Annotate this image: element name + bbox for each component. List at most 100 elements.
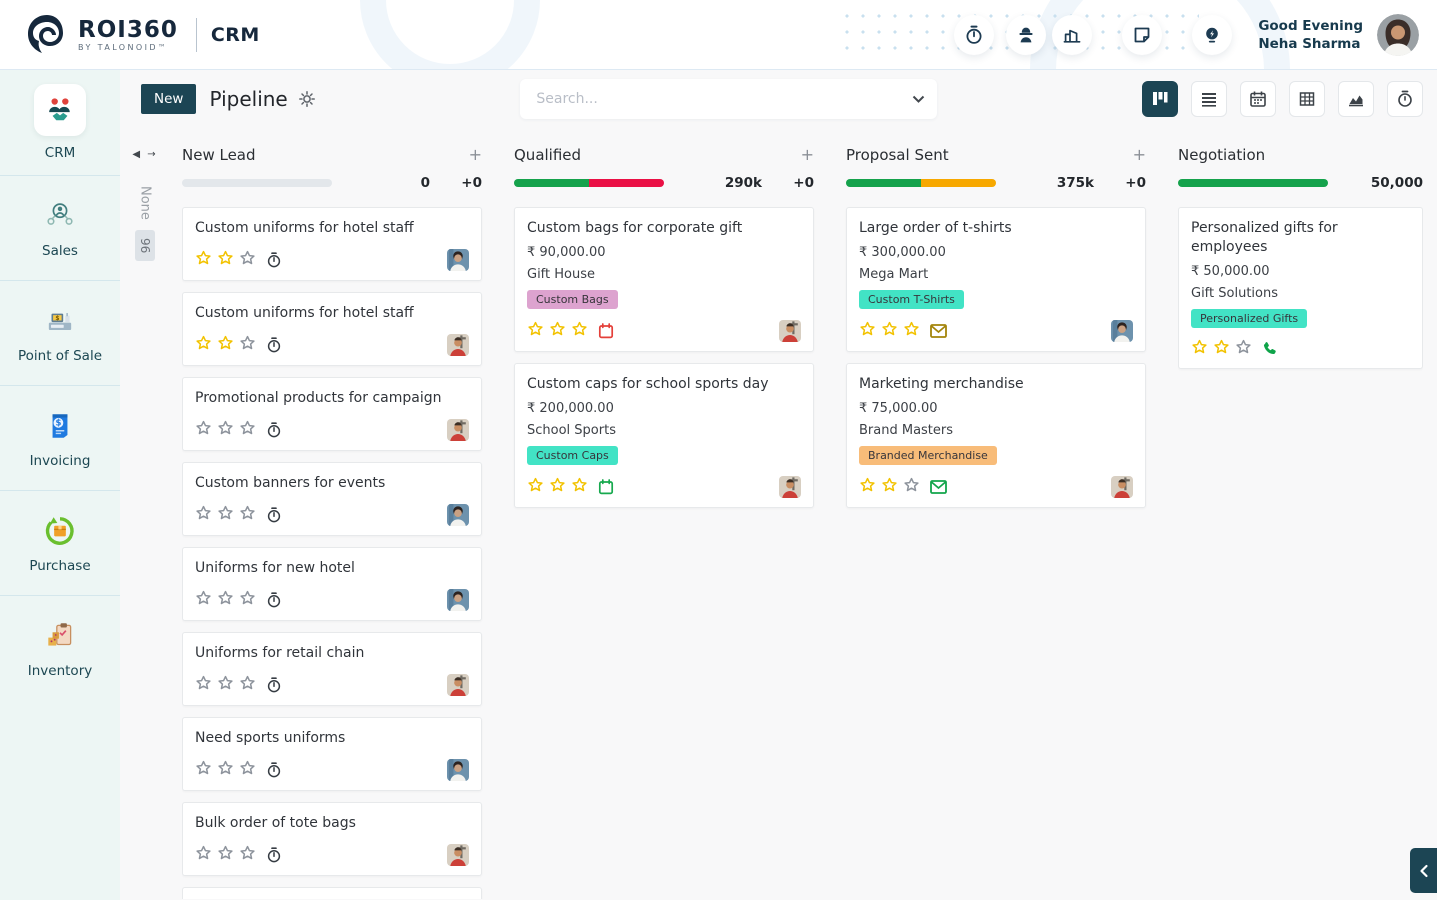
lead-card[interactable]: Custom uniforms for hotel staff [182, 207, 482, 281]
sidebar-item-point-of-sale[interactable]: $ Point of Sale [0, 280, 120, 385]
star-icon[interactable] [859, 477, 876, 497]
star-icon[interactable] [903, 321, 920, 341]
salesperson-avatar[interactable] [447, 504, 469, 526]
stopwatch-icon[interactable] [266, 337, 282, 353]
sidebar-item-sales[interactable]: Sales [0, 175, 120, 280]
salesperson-avatar[interactable] [447, 759, 469, 781]
calendar-view-button[interactable] [1239, 81, 1276, 117]
lead-card[interactable]: Custom caps for school sports day ₹ 200,0… [514, 363, 814, 508]
lead-card[interactable]: Custom uniforms for hotel staff [182, 292, 482, 366]
salesperson-avatar[interactable] [779, 320, 801, 342]
star-icon[interactable] [571, 321, 588, 341]
calendar-icon[interactable] [598, 323, 614, 339]
lead-card[interactable]: Marketing merchandise ₹ 75,000.00 Brand Ma… [846, 363, 1146, 508]
timer-icon[interactable] [954, 15, 995, 55]
star-icon[interactable] [195, 590, 212, 610]
agent-icon[interactable] [1006, 15, 1047, 55]
priority-stars[interactable] [195, 845, 256, 865]
user-avatar[interactable] [1377, 14, 1419, 56]
priority-stars[interactable] [195, 250, 256, 270]
stopwatch-icon[interactable] [266, 252, 282, 268]
priority-stars[interactable] [859, 321, 920, 341]
pivot-view-button[interactable] [1288, 81, 1325, 117]
search-dropdown-icon[interactable] [904, 95, 925, 103]
activity-view-button[interactable] [1386, 81, 1423, 117]
add-record-button[interactable]: + [468, 145, 482, 164]
salesperson-avatar[interactable] [447, 674, 469, 696]
search-input[interactable] [536, 91, 905, 107]
stopwatch-icon[interactable] [266, 592, 282, 608]
stopwatch-icon[interactable] [266, 762, 282, 778]
priority-stars[interactable] [195, 420, 256, 440]
calendar-icon[interactable] [598, 479, 614, 495]
lead-card[interactable]: Large order of t-shirts ₹ 300,000.00 Mega … [846, 207, 1146, 352]
organization-icon[interactable] [1052, 15, 1093, 55]
salesperson-avatar[interactable] [447, 419, 469, 441]
salesperson-avatar[interactable] [447, 334, 469, 356]
sidebar-item-inventory[interactable]: Inventory [0, 595, 120, 700]
lead-card[interactable]: Custom banners for events [182, 462, 482, 536]
star-icon[interactable] [195, 250, 212, 270]
lead-card[interactable]: Bulk order of tote bags [182, 802, 482, 876]
priority-stars[interactable] [195, 590, 256, 610]
mail-icon[interactable] [930, 480, 947, 494]
lead-card[interactable]: Custom bags for corporate gift ₹ 90,000.0… [514, 207, 814, 352]
star-icon[interactable] [239, 675, 256, 695]
star-icon[interactable] [195, 845, 212, 865]
priority-stars[interactable] [527, 321, 588, 341]
star-icon[interactable] [881, 321, 898, 341]
star-icon[interactable] [239, 335, 256, 355]
notes-icon[interactable] [1122, 15, 1163, 55]
stopwatch-icon[interactable] [266, 507, 282, 523]
sidebar-item-crm[interactable]: CRM [0, 70, 120, 175]
star-icon[interactable] [217, 420, 234, 440]
star-icon[interactable] [217, 250, 234, 270]
kanban-view-button[interactable] [1141, 81, 1178, 117]
insights-icon[interactable] [1192, 15, 1233, 55]
add-record-button[interactable]: + [800, 145, 814, 164]
sidebar-item-invoicing[interactable]: $ Invoicing [0, 385, 120, 490]
salesperson-avatar[interactable] [779, 476, 801, 498]
star-icon[interactable] [527, 477, 544, 497]
star-icon[interactable] [195, 675, 212, 695]
star-icon[interactable] [549, 321, 566, 341]
lead-card[interactable]: Promotional products for campaign [182, 377, 482, 451]
star-icon[interactable] [859, 321, 876, 341]
sidebar-item-purchase[interactable]: Purchase [0, 490, 120, 595]
stopwatch-icon[interactable] [266, 847, 282, 863]
star-icon[interactable] [195, 505, 212, 525]
star-icon[interactable] [1191, 339, 1208, 359]
salesperson-avatar[interactable] [447, 844, 469, 866]
column-progress-bar[interactable] [846, 179, 996, 187]
star-icon[interactable] [217, 845, 234, 865]
salesperson-avatar[interactable] [1111, 476, 1133, 498]
stopwatch-icon[interactable] [266, 677, 282, 693]
lead-card[interactable]: Uniforms for new hotel [182, 547, 482, 621]
star-icon[interactable] [1235, 339, 1252, 359]
priority-stars[interactable] [195, 760, 256, 780]
lead-card[interactable]: Uniforms for retail chain [182, 632, 482, 706]
column-progress-bar[interactable] [1178, 179, 1328, 187]
column-progress-bar[interactable] [514, 179, 664, 187]
rail-expand-arrows-icon[interactable]: ◀ → [132, 149, 158, 160]
star-icon[interactable] [217, 505, 234, 525]
star-icon[interactable] [881, 477, 898, 497]
new-button[interactable]: New [141, 84, 197, 114]
star-icon[interactable] [217, 590, 234, 610]
lead-card[interactable]: Need hoodies for university [182, 887, 482, 899]
star-icon[interactable] [527, 321, 544, 341]
star-icon[interactable] [217, 760, 234, 780]
star-icon[interactable] [217, 675, 234, 695]
phone-icon[interactable] [1262, 341, 1278, 357]
collapse-panel-button[interactable] [1410, 848, 1437, 893]
star-icon[interactable] [239, 590, 256, 610]
priority-stars[interactable] [195, 335, 256, 355]
column-progress-bar[interactable] [182, 179, 332, 187]
lead-card[interactable]: Personalized gifts for employees ₹ 50,000… [1178, 207, 1423, 369]
settings-gear-icon[interactable] [298, 90, 316, 108]
add-record-button[interactable]: + [1132, 145, 1146, 164]
star-icon[interactable] [549, 477, 566, 497]
star-icon[interactable] [239, 845, 256, 865]
priority-stars[interactable] [1191, 339, 1252, 359]
star-icon[interactable] [217, 335, 234, 355]
